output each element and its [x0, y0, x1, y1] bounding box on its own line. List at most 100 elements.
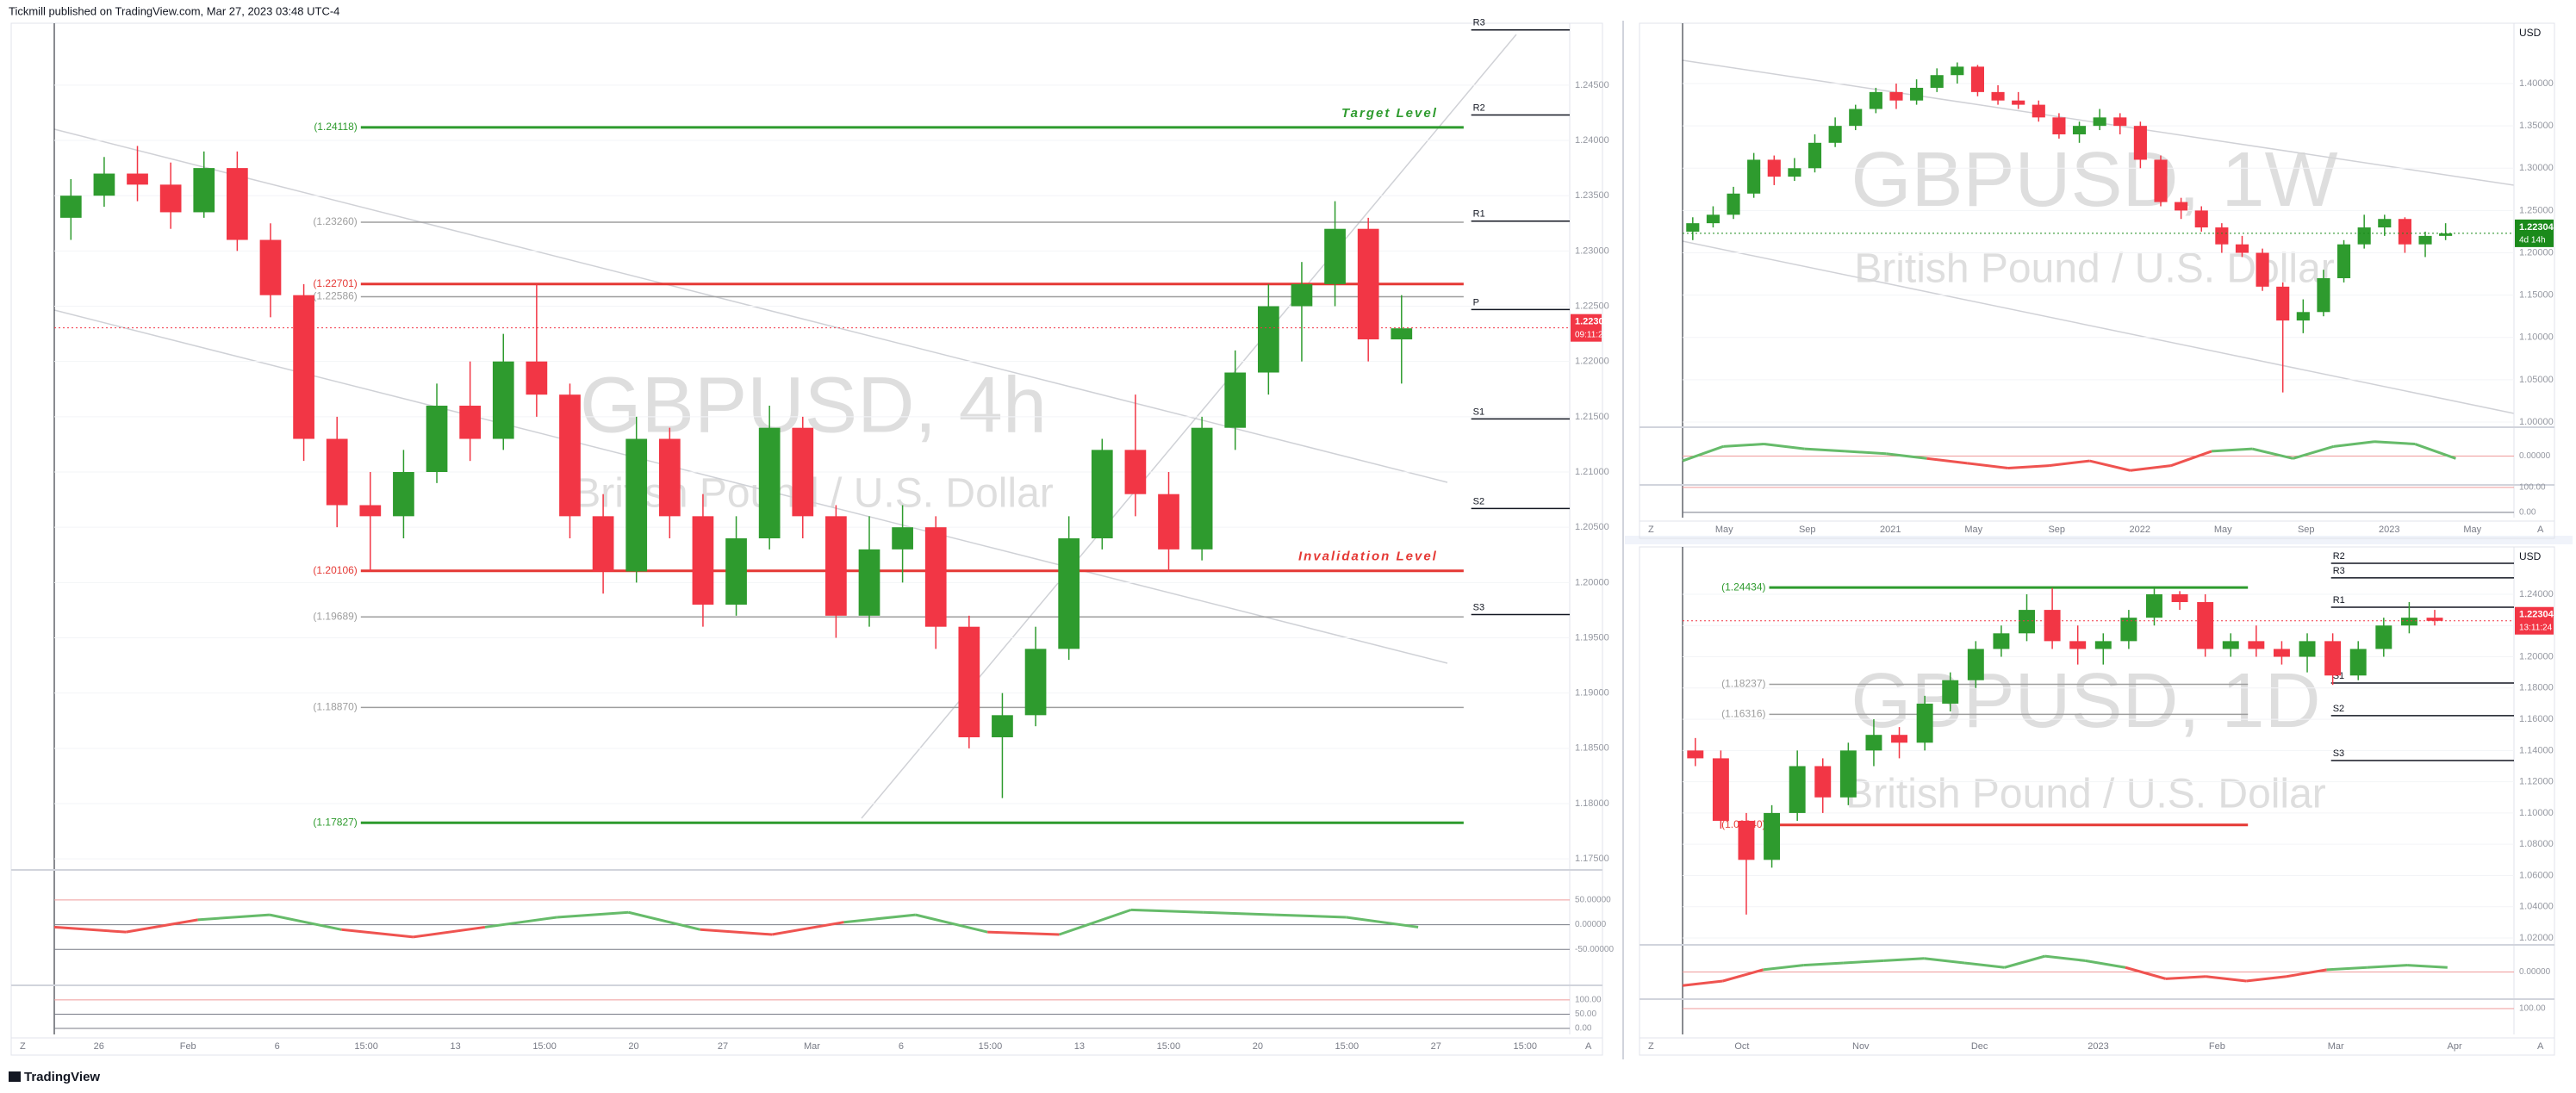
panel-frame [1639, 546, 2555, 1056]
candle-body [59, 196, 82, 218]
oscillator-tick-label: 0.00 [2519, 508, 2536, 518]
oscillator-segment [2367, 964, 2408, 969]
y-tick-label: 1.10000 [2519, 808, 2554, 818]
candle-body [1991, 91, 2005, 101]
y-tick-label: 1.21000 [1575, 467, 1609, 477]
candle-body [2324, 641, 2342, 676]
x-tick-label: Mar [804, 1041, 820, 1052]
oscillator-segment [2170, 450, 2212, 468]
oscillator-segment [1763, 964, 1804, 972]
x-tick-label: May [1964, 525, 1982, 535]
candle-body [958, 626, 980, 738]
oscillator-segment [1963, 961, 2005, 969]
level-label: (1.22701) [313, 277, 357, 289]
candle-body [426, 406, 448, 473]
candle-body [459, 406, 482, 439]
logo-mark [9, 1071, 21, 1082]
candle-body [2194, 210, 2208, 228]
oscillator-segment [2374, 440, 2416, 446]
oscillator-segment [2004, 954, 2045, 969]
description-watermark: British Pound / U.S. Dollar [1845, 772, 2326, 817]
oscillator-segment [2293, 444, 2335, 460]
oscillator-segment [1723, 443, 1764, 448]
candle-body [1967, 649, 1984, 680]
pivot-label: S2 [2333, 704, 2344, 714]
candle-body [93, 173, 115, 196]
oscillator-segment [628, 910, 701, 931]
oscillator-segment [987, 930, 1060, 936]
x-tick-label: 15:00 [1335, 1041, 1360, 1052]
x-tick-label: 2022 [2130, 525, 2150, 535]
candle-body [758, 427, 781, 539]
y-tick-label: 1.30000 [2519, 163, 2554, 173]
oscillator-segment [53, 925, 127, 934]
oscillator-segment [1885, 452, 1927, 460]
candle-body [2072, 126, 2087, 134]
candle-body [1814, 766, 1832, 798]
panel-divider [1625, 536, 2573, 544]
oscillator-segment [1883, 957, 1925, 962]
candle-body [2197, 602, 2214, 649]
candle-body [1391, 328, 1413, 340]
countdown-label: 09:11:29 [1575, 330, 1608, 339]
candle-body [1993, 633, 2010, 649]
y-tick-label: 1.19000 [1575, 688, 1609, 699]
candle-body [2093, 117, 2106, 127]
x-tick-label: 26 [94, 1041, 104, 1052]
trend-line [53, 128, 1448, 483]
y-tick-label: 1.23500 [1575, 190, 1609, 201]
trend-line [53, 309, 1448, 664]
candle-body [2069, 641, 2087, 649]
candle-body [127, 173, 148, 185]
candle-body [2222, 641, 2239, 649]
candle-body [2215, 227, 2229, 245]
publisher-line: Tickmill published on TradingView.com, M… [9, 4, 339, 17]
candle-body [1324, 228, 1346, 284]
x-tick-label: Sep [2048, 525, 2065, 535]
oscillator-segment [2326, 966, 2368, 972]
candle-body [2175, 202, 2188, 211]
oscillator-tick-label: 0.00000 [2519, 451, 2551, 461]
countdown-label: 13:11:24 [2519, 623, 2553, 632]
corner-button: A [2537, 525, 2544, 535]
oscillator-tick-label: -50.00000 [1575, 945, 1614, 954]
x-tick-label: 6 [899, 1041, 904, 1052]
y-tick-label: 1.10000 [2519, 332, 2554, 343]
x-tick-label: May [2463, 525, 2481, 535]
brand: TradingView [24, 1070, 100, 1084]
oscillator-tick-label: 0.00000 [2519, 967, 2551, 977]
candle-body [2044, 610, 2061, 642]
candle-body [1024, 649, 1047, 716]
oscillator-segment [1203, 910, 1275, 916]
pivot-label: R1 [1473, 209, 1485, 220]
last-price-box [2515, 606, 2554, 635]
countdown-label: 4d 14h [2519, 236, 2546, 245]
pivot-label: R2 [2333, 551, 2345, 562]
candle-body [2426, 618, 2443, 621]
oscillator-segment [1843, 959, 1884, 965]
oscillator-segment [2130, 464, 2171, 472]
y-tick-label: 1.20000 [2519, 247, 2554, 258]
oscillator-segment [1924, 957, 1965, 965]
oscillator-segment [484, 916, 557, 928]
y-tick-label: 1.17500 [1575, 854, 1609, 864]
candle-body [393, 472, 414, 517]
oscillator-segment [2211, 447, 2253, 453]
corner-button: A [1585, 1041, 1592, 1052]
oscillator-tick-label: 0.00 [1575, 1024, 1592, 1034]
candle-body [2113, 117, 2127, 127]
x-tick-label: 27 [1431, 1041, 1441, 1052]
pivot-label: R2 [1473, 102, 1485, 113]
candle-body [2439, 233, 2453, 236]
oscillator-segment [269, 913, 342, 931]
oscillator-segment [771, 921, 844, 936]
oscillator-segment [2251, 447, 2293, 460]
candle-body [2418, 235, 2432, 245]
candle-body [692, 516, 714, 605]
panel-frame [10, 22, 1603, 1056]
candle-body [2235, 244, 2249, 253]
oscillator-segment [557, 910, 629, 919]
oscillator-segment [2044, 954, 2086, 962]
x-tick-label: 15:00 [354, 1041, 378, 1052]
x-tick-label: 15:00 [1513, 1041, 1537, 1052]
